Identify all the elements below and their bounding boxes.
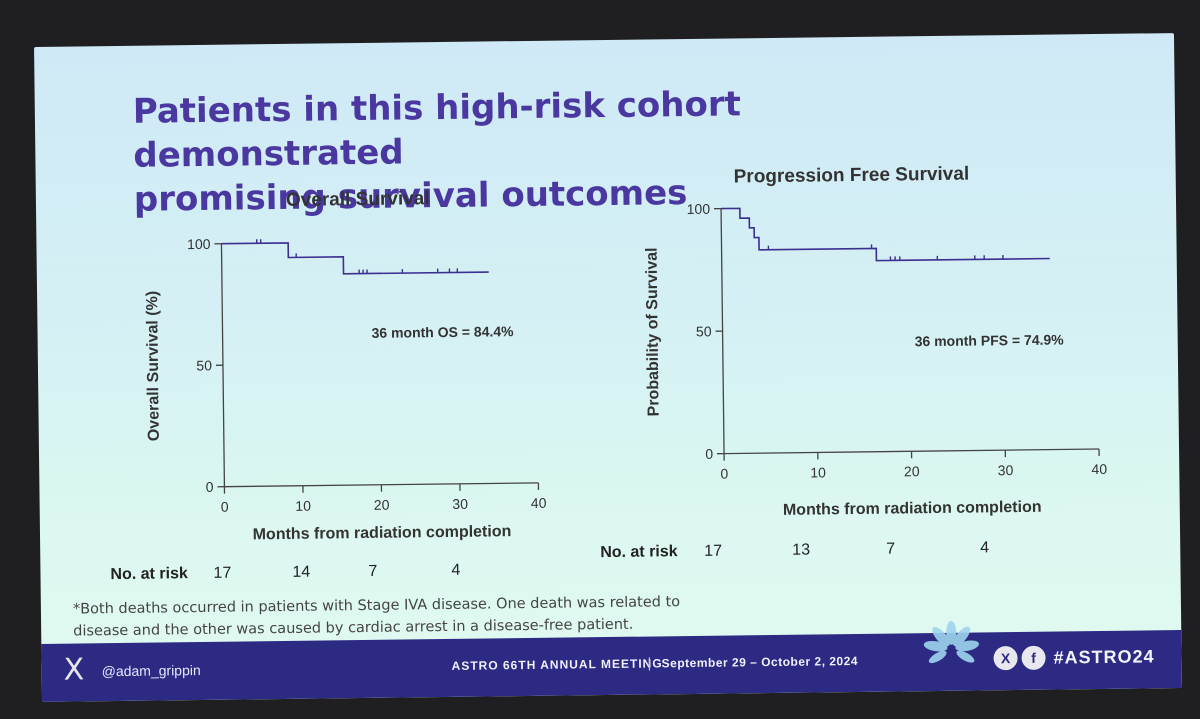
- chart0-x-tick-label-10: 10: [295, 498, 311, 514]
- x-logo-icon: X: [63, 652, 85, 688]
- chart0-x-tick-label-0: 0: [221, 499, 229, 515]
- os-risk-label: No. at risk: [110, 565, 188, 584]
- pfs-risk-20: 7: [886, 540, 896, 558]
- os-risk-20: 7: [368, 562, 378, 580]
- chart0-y-tick-label-50: 50: [196, 357, 212, 373]
- chart0-annotation: 36 month OS = 84.4%: [371, 323, 514, 341]
- chart1-y-axis-title: Probability of Survival: [644, 247, 663, 416]
- footer-separator: |: [647, 654, 652, 671]
- os-risk-30: 4: [451, 561, 461, 579]
- pfs-chart: 0 50 100 0 10 20 30 40 Probability of Survival Mo…: [644, 201, 1108, 519]
- chart1-survival-curve: [721, 207, 1050, 262]
- meeting-dates: September 29 – October 2, 2024: [661, 653, 859, 671]
- chart1-x-tick-label-10: 10: [810, 464, 826, 480]
- chart0-x-tick-label-40: 40: [531, 495, 547, 511]
- chart1-x-tick-label-0: 0: [720, 466, 728, 482]
- os-chart: 0 50 100 0 10 20 30 40 Overall Survival (%) Month…: [144, 236, 547, 544]
- astro-flower-logo-icon: [923, 620, 980, 664]
- chart0-x-tick-label-30: 30: [452, 496, 468, 512]
- chart0-x-tick-label-20: 20: [374, 497, 390, 513]
- pfs-risk-label: No. at risk: [600, 543, 678, 562]
- pfs-risk-10: 13: [792, 541, 811, 559]
- presentation-slide: Patients in this high-risk cohort demons…: [34, 33, 1182, 702]
- os-chart-title: Overall Survival: [285, 188, 430, 211]
- chart0-y-axis-title: Overall Survival (%): [144, 291, 163, 441]
- slide-title-line-1: Patients in this high-risk cohort demons…: [132, 84, 742, 176]
- pfs-risk-0: 17: [704, 542, 723, 560]
- footnote: *Both deaths occurred in patients with S…: [73, 589, 833, 642]
- chart1-y-tick-label-50: 50: [696, 323, 712, 339]
- chart0-survival-curve: [221, 242, 489, 275]
- chart1-x-tick-label-20: 20: [904, 463, 920, 479]
- chart1-y-tick-label-100: 100: [687, 201, 711, 217]
- chart0-x-axis-title: Months from radiation completion: [253, 523, 512, 543]
- chart1-annotation: 36 month PFS = 74.9%: [915, 331, 1065, 349]
- slide-footer: X @adam_grippin ASTRO 66TH ANNUAL MEETIN…: [41, 620, 1182, 702]
- os-risk-10: 14: [292, 563, 311, 581]
- twitter-handle: @adam_grippin: [101, 661, 201, 680]
- chart1-x-tick-label-40: 40: [1091, 461, 1107, 477]
- pfs-risk-30: 4: [980, 539, 990, 557]
- facebook-icon: f: [1021, 645, 1046, 670]
- hashtag: #ASTRO24: [1053, 646, 1155, 668]
- x-social-icon: X: [993, 646, 1018, 671]
- pfs-chart-title: Progression Free Survival: [733, 163, 970, 188]
- chart0-y-tick-label-100: 100: [187, 236, 211, 252]
- chart0-y-tick-label-0: 0: [206, 479, 214, 495]
- chart1-x-axis-title: Months from radiation completion: [783, 499, 1042, 519]
- os-risk-0: 17: [213, 564, 232, 582]
- chart1-y-tick-label-0: 0: [705, 446, 713, 462]
- meeting-name: ASTRO 66TH ANNUAL MEETING: [451, 656, 663, 673]
- chart1-x-tick-label-30: 30: [998, 462, 1014, 478]
